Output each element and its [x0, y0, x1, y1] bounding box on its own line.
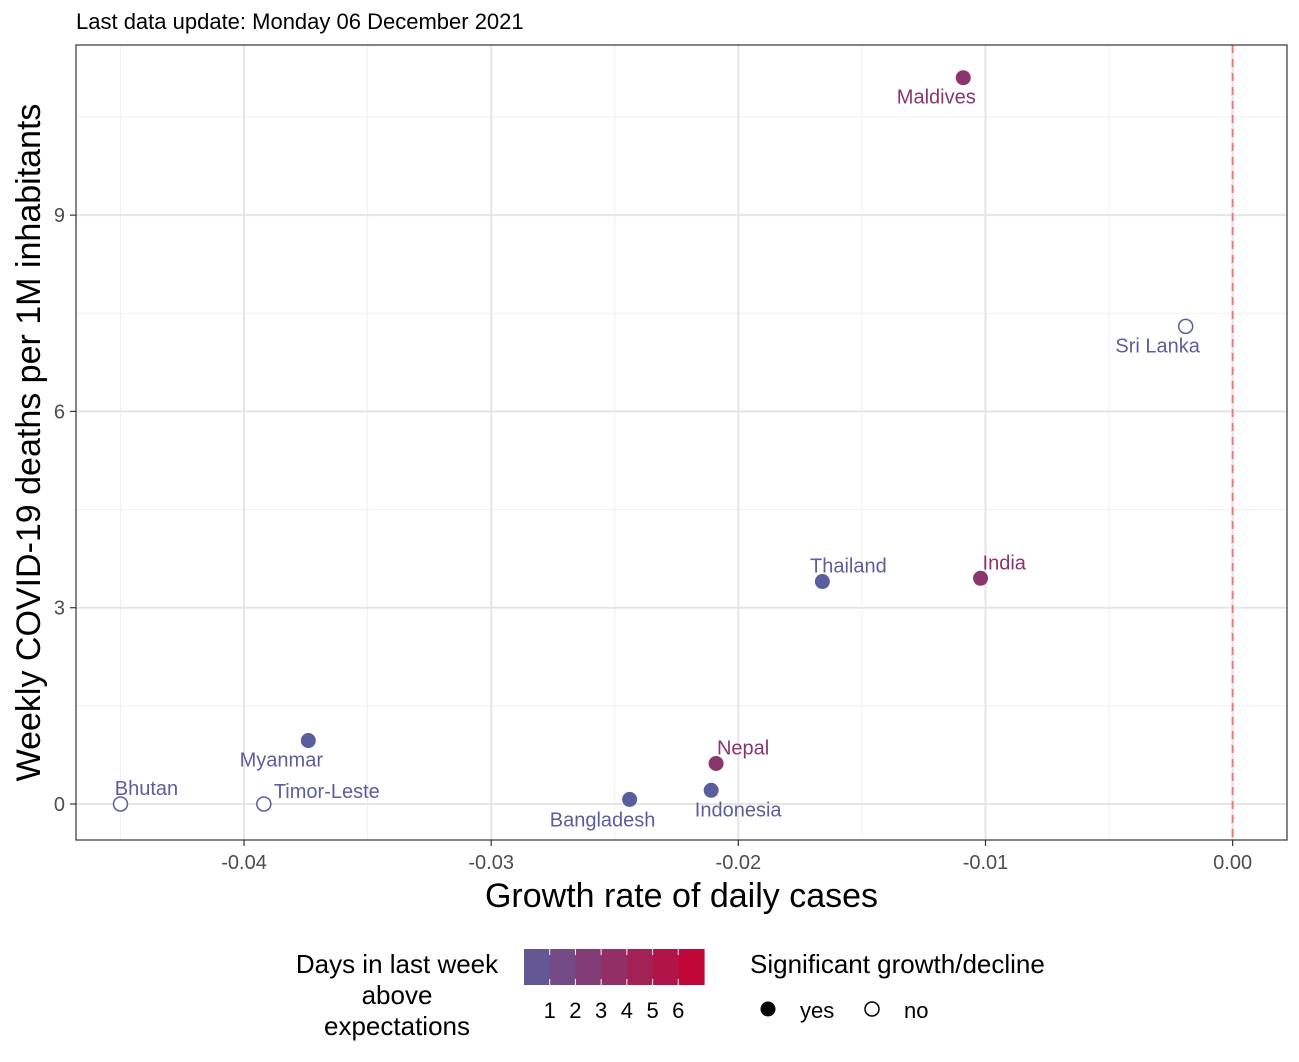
point-thailand [814, 574, 830, 590]
point-label-bhutan: Bhutan [115, 778, 178, 800]
shape-legend-title: Significant growth/decline [750, 949, 1045, 979]
color-bar-segment [601, 949, 628, 985]
x-tick-label: -0.03 [468, 852, 514, 874]
x-tick-label: -0.02 [716, 852, 762, 874]
x-tick-label: -0.04 [221, 852, 267, 874]
point-bhutan [112, 796, 129, 812]
shape-legend-label: no [904, 998, 928, 1023]
x-tick-label: 0.00 [1213, 852, 1252, 874]
point-label-maldives: Maldives [897, 87, 976, 109]
y-axis-ticks: 0 3 6 9 [54, 205, 76, 816]
color-bar-segment [524, 949, 551, 985]
color-bar-segment [626, 949, 654, 985]
y-tick-label: 3 [54, 598, 65, 620]
color-legend-label: 6 [672, 998, 684, 1023]
point-label-bangladesh: Bangladesh [550, 809, 656, 831]
color-bar-segment [549, 949, 577, 985]
color-legend-label: 5 [646, 998, 658, 1023]
color-bar-segment [652, 949, 679, 985]
point-myanmar [300, 733, 316, 749]
point-indonesia [703, 782, 719, 798]
point-maldives [955, 70, 971, 86]
point-bangladesh [622, 791, 638, 807]
data-points [112, 70, 1194, 812]
color-bar-segment [678, 949, 705, 985]
color-legend-label: 4 [621, 998, 633, 1023]
chart-subtitle: Last data update: Monday 06 December 202… [76, 9, 524, 34]
x-tick-label: -0.01 [963, 852, 1009, 874]
point-label-indonesia: Indonesia [695, 799, 783, 821]
shape-legend-label: yes [800, 998, 834, 1023]
color-legend-label: 2 [569, 998, 581, 1023]
x-axis-ticks: -0.04 -0.03 -0.02 -0.01 0.00 [221, 840, 1252, 874]
color-legend-title: above [362, 980, 433, 1010]
x-axis-label: Growth rate of daily cases [485, 877, 878, 915]
point-sri-lanka [1177, 318, 1194, 335]
point-label-thailand: Thailand [810, 556, 887, 578]
panel-border [75, 44, 1288, 841]
point-timor-leste [256, 796, 272, 812]
y-tick-label: 6 [54, 401, 65, 423]
point-label-myanmar: Myanmar [240, 750, 324, 772]
color-legend-title: Days in last week [296, 949, 499, 979]
legend-key-no [864, 1001, 880, 1017]
color-legend-label: 3 [595, 998, 607, 1023]
point-nepal [708, 755, 724, 771]
y-tick-label: 0 [54, 794, 65, 816]
point-india [973, 570, 989, 586]
y-tick-label: 9 [54, 205, 65, 227]
color-bar-segment [575, 949, 602, 985]
point-label-nepal: Nepal [717, 737, 769, 759]
legend-key-yes [760, 1001, 776, 1017]
point-label-sri-lanka: Sri Lanka [1115, 335, 1200, 357]
grid [76, 45, 1287, 840]
color-legend-title: expectations [324, 1011, 470, 1041]
point-label-timor-leste: Timor-Leste [274, 781, 380, 803]
data-labels: Maldives Sri Lanka Thailand India Myanmar Nep… [115, 87, 1201, 832]
color-legend-label: 1 [544, 998, 556, 1023]
point-label-india: India [983, 552, 1027, 574]
y-axis-label: Weekly COVID-19 deaths per 1M inhabitant… [10, 104, 48, 782]
